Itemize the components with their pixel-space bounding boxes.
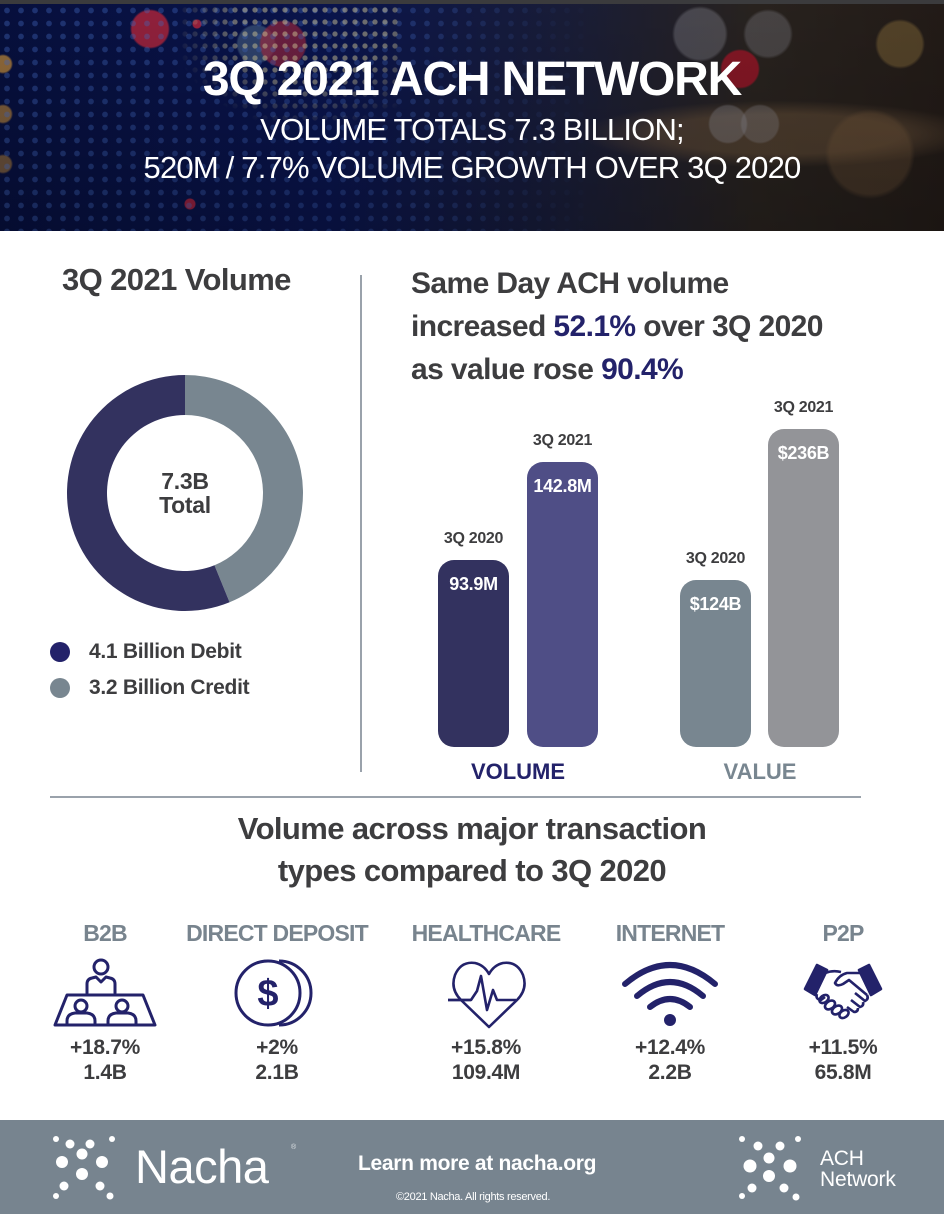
same-day-ach-bar-chart: 93.9M 3Q 2020 142.8M 3Q 2021 VOLUME $124B 3Q 2… [438,399,839,784]
vertical-divider [360,275,362,772]
wifi-icon [560,950,780,1035]
volume-growth-highlight: 52.1% [553,310,636,343]
transaction-type-direct-deposit: DIRECT DEPOSIT $ +2% 2.1B [167,918,387,1085]
transaction-type-name: INTERNET [615,920,725,946]
transaction-type-internet: INTERNET +12.4% 2.2B [560,918,780,1085]
transaction-type-growth: +2% [256,1036,298,1059]
bar-value-3q-2021: $236B [768,429,839,747]
heading-line3: as value rose 90.4% [411,348,911,391]
ach-network-line2: Network [820,1168,896,1191]
donut-center-text: Total [159,492,211,518]
transaction-type-p2p: P2P +11.5% 65.8M [733,918,944,1085]
heading-text: increased [411,310,554,343]
same-day-ach-heading: Same Day ACH volume increased 52.1% over… [411,262,911,391]
legend-swatch [50,642,70,662]
transaction-type-growth: +11.5% [808,1036,878,1059]
transaction-type-growth: +12.4% [634,1036,705,1059]
legend-label: 3.2 Billion Credit [89,676,250,699]
page-subtitle-line1: VOLUME TOTALS 7.3 BILLION; [260,112,685,147]
legend-swatch [50,678,70,698]
transaction-types-title-line2: types compared to 3Q 2020 [277,853,667,888]
footer: Nacha ® Learn more at nacha.org ©2021 Na… [0,1120,944,1214]
copyright-text: ©2021 Nacha. All rights reserved. [396,1191,551,1203]
header-banner: 3Q 2021 ACH NETWORK VOLUME TOTALS 7.3 BI… [0,0,944,231]
nacha-logo-icon [53,1136,115,1200]
legend-label: 4.1 Billion Debit [89,640,242,663]
heading-line1: Same Day ACH volume [411,267,729,300]
legend-item-debit: 4.1 Billion Debit [50,634,249,670]
donut-slice-credit [185,375,303,603]
bar-value-label: 93.9M [449,573,498,594]
svg-text:$: $ [257,973,278,1015]
transaction-type-growth: +15.8% [450,1036,521,1059]
ach-network-logo-text: ACH Network [820,1148,896,1190]
header-background-lights [180,4,400,124]
bar-value-3q-2020: $124B [680,579,751,747]
value-growth-highlight: 90.4% [601,353,684,386]
ach-network-logo-icon [739,1136,801,1201]
volume-chart-title: 3Q 2021 Volume [62,262,291,297]
bar-group-label-value: VALUE [723,759,797,784]
donut-center-label: 7.3B Total [60,368,310,618]
coins-dollar-icon: $ [167,950,387,1035]
header-top-strip [0,0,944,4]
transaction-type-name: B2B [83,920,127,946]
bar-value-label: $236B [777,443,830,463]
heading-text: over 3Q 2020 [635,310,823,343]
donut-slice-debit [66,375,230,611]
bar-value-label: 142.8M [533,476,592,496]
transaction-type-b2b: B2B +18.7% 1.4B [0,918,215,1085]
page-title: 3Q 2021 ACH NETWORK [202,53,742,106]
transaction-type-volume: 2.1B [255,1061,299,1084]
meeting-table-icon [0,950,215,1035]
donut-legend: 4.1 Billion Debit 3.2 Billion Credit [50,634,250,706]
nacha-logo-text: Nacha [135,1140,269,1193]
horizontal-divider [50,796,861,798]
bar-volume-3q-2020: 93.9M [438,559,509,747]
bar-value-label: $124B [689,593,742,614]
transaction-type-volume: 1.4B [83,1061,127,1084]
heart-pulse-icon [376,950,596,1035]
header-background-image [0,4,944,231]
transaction-types-title-line1: Volume across major transaction [237,811,707,846]
donut-chart-svg [66,375,303,611]
transaction-type-name: HEALTHCARE [411,920,562,946]
bar-volume-3q-2021: 142.8M [527,462,598,747]
learn-more-link[interactable]: Learn more at nacha.org [358,1152,597,1175]
page-subtitle-line2: 520M / 7.7% VOLUME GROWTH OVER 3Q 2020 [143,150,802,185]
ach-network-line1: ACH [820,1147,864,1170]
bar-category-label: 3Q 2021 [532,432,593,449]
legend-item-credit: 3.2 Billion Credit [50,670,250,706]
donut-center-value: 7.3B [161,467,209,494]
transaction-type-growth: +18.7% [69,1036,140,1059]
donut-chart [60,368,310,618]
registered-mark: ® [291,1144,297,1151]
bar-group-label-volume: VOLUME [470,759,566,784]
bar-category-label: 3Q 2021 [773,399,834,416]
bar-category-label: 3Q 2020 [685,549,746,567]
header-shade [0,0,944,231]
transaction-type-volume: 2.2B [648,1061,692,1084]
transaction-types-title: Volume across major transaction types co… [0,808,944,892]
transaction-type-name: DIRECT DEPOSIT [186,920,369,946]
heading-line2: increased 52.1% over 3Q 2020 [411,305,911,348]
transaction-type-volume: 65.8M [814,1061,872,1084]
transaction-type-name: P2P [822,920,864,946]
handshake-icon [733,950,944,1035]
bar-category-label: 3Q 2020 [443,529,504,547]
transaction-type-healthcare: HEALTHCARE +15.8% 109.4M [376,918,596,1085]
heading-text: as value rose [411,353,602,386]
transaction-type-volume: 109.4M [451,1061,521,1084]
